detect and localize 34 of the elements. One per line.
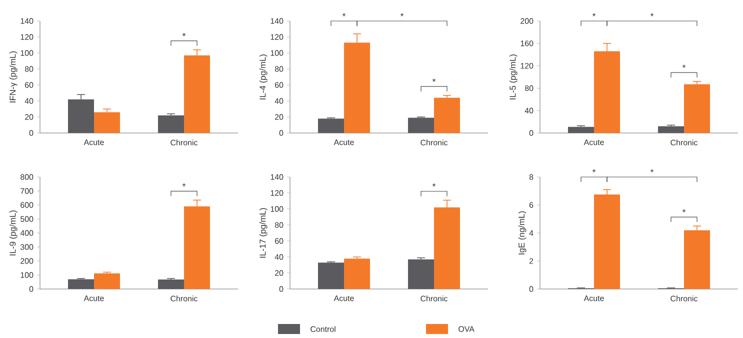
annotation: * <box>682 64 686 68</box>
bar <box>658 126 684 133</box>
y-axis-title: IL-4 (pg/mL) <box>259 54 268 100</box>
annotation: * <box>682 209 686 212</box>
y-axis-title: IL-17 (pg/mL) <box>259 208 268 258</box>
bar <box>684 230 710 289</box>
bar <box>434 98 460 133</box>
bar <box>318 262 344 289</box>
bar <box>408 259 434 289</box>
y-axis-title: IFN-γ (pg/mL) <box>9 51 18 102</box>
y-axis-title: IL-5 (pg/mL) <box>509 54 518 100</box>
bar <box>94 273 120 289</box>
bar <box>684 84 710 133</box>
text: * <box>342 13 346 16</box>
text: * <box>400 13 404 16</box>
bar <box>68 279 94 289</box>
bar <box>94 112 120 133</box>
annotation: * <box>182 183 186 186</box>
bar <box>318 118 344 133</box>
y-axis-title: IgE (ng/mL) <box>518 211 526 254</box>
bar <box>344 258 370 289</box>
bar <box>158 279 184 289</box>
text: * <box>650 169 654 172</box>
annotation: * <box>432 78 436 82</box>
annotation: * <box>182 32 186 36</box>
text: * <box>592 169 596 172</box>
bar <box>68 99 94 133</box>
text: * <box>650 13 654 16</box>
annotation: * <box>432 183 436 187</box>
text: * <box>592 13 596 16</box>
bar <box>568 126 594 133</box>
y-axis-title: IL-9 (pg/mL) <box>9 210 18 256</box>
bar <box>158 115 184 133</box>
bar <box>408 118 434 133</box>
